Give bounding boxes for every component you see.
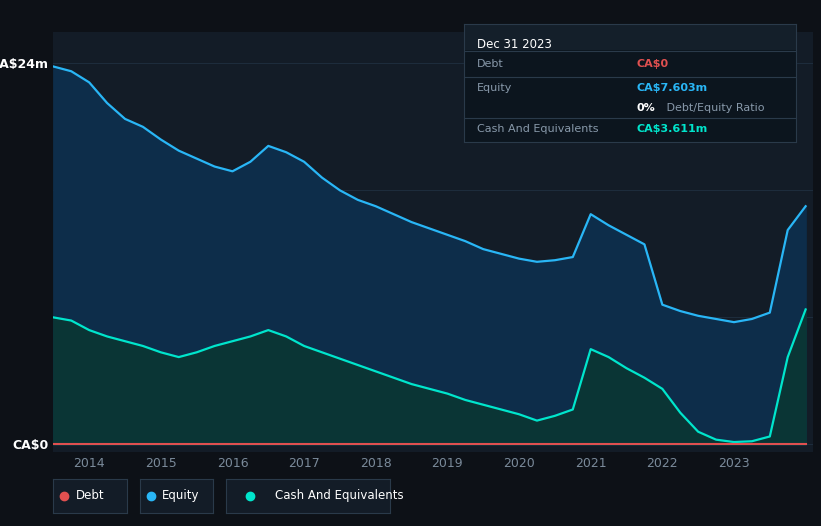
Text: Debt: Debt: [76, 489, 104, 502]
Text: CA$3.611m: CA$3.611m: [637, 124, 708, 134]
Text: Debt/Equity Ratio: Debt/Equity Ratio: [663, 103, 765, 113]
Text: Dec 31 2023: Dec 31 2023: [477, 38, 552, 51]
Bar: [464, 24, 796, 50]
Text: Equity: Equity: [477, 83, 512, 93]
Text: 0%: 0%: [637, 103, 655, 113]
Text: Debt: Debt: [477, 59, 504, 69]
Text: CA$0: CA$0: [637, 59, 669, 69]
Text: Equity: Equity: [162, 489, 200, 502]
Text: Cash And Equivalents: Cash And Equivalents: [275, 489, 404, 502]
Text: Cash And Equivalents: Cash And Equivalents: [477, 124, 599, 134]
Text: CA$7.603m: CA$7.603m: [637, 83, 708, 93]
